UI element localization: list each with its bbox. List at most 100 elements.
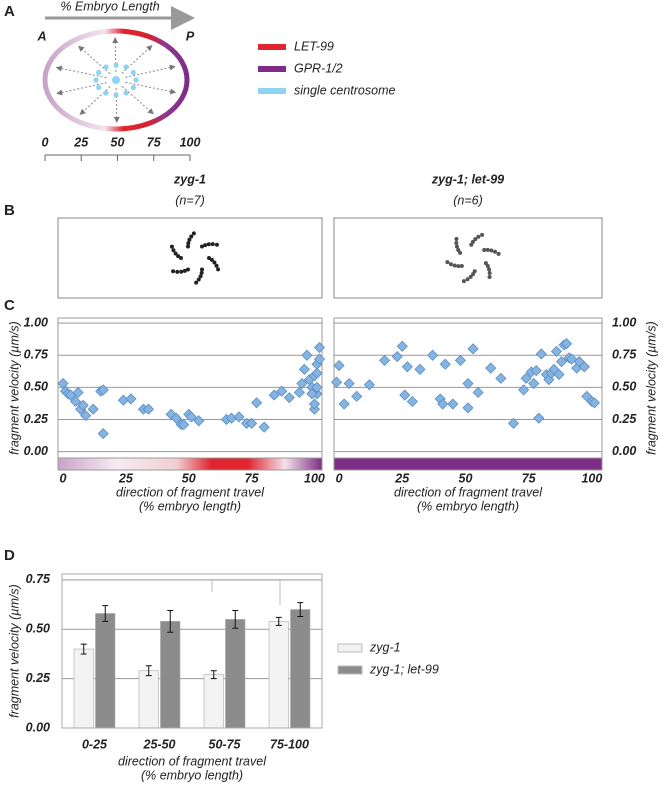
centrosome-fragment — [113, 62, 119, 68]
bar — [203, 674, 224, 729]
legend-label: single centrosome — [294, 83, 395, 97]
centrosome-fragment — [123, 64, 129, 70]
centrosome-fragment — [130, 84, 136, 91]
astral-ray — [125, 64, 176, 78]
data-point — [454, 354, 466, 366]
data-point — [276, 385, 288, 397]
centrosome-dot — [207, 256, 211, 260]
y-axis-label: fragment velocity (µm/s) — [7, 321, 21, 455]
centrosome-dot — [468, 274, 473, 279]
data-point — [406, 395, 418, 408]
x-tick-label: 50 — [459, 471, 473, 485]
centrosome-dot — [485, 264, 490, 269]
data-point — [520, 372, 532, 384]
data-point — [467, 343, 479, 355]
centrosome-fragment — [93, 77, 99, 83]
centrosome-dot — [176, 254, 181, 259]
panel-label: D — [4, 547, 15, 564]
astral-ray — [121, 44, 153, 74]
bar — [225, 619, 246, 729]
y-axis-label: fragment velocity (µm/s) — [7, 584, 21, 718]
error-bar — [297, 602, 304, 617]
bar — [290, 609, 311, 729]
centrosome-dot — [186, 241, 191, 246]
data-point — [363, 379, 375, 391]
legend-swatch — [258, 44, 286, 50]
centrosome-dot — [471, 272, 476, 277]
centrosome-dot — [187, 237, 192, 242]
y-tick-label: 1.00 — [24, 315, 48, 329]
data-point — [507, 417, 520, 429]
data-point — [437, 398, 449, 410]
x-tick-label: 100 — [581, 471, 602, 485]
data-point — [533, 412, 545, 424]
error-bar — [167, 610, 174, 633]
data-point — [578, 361, 590, 373]
data-point — [338, 398, 350, 410]
error-bar — [80, 643, 87, 655]
x-tick-label: 25 — [118, 471, 134, 485]
data-point — [251, 397, 263, 409]
data-point — [97, 384, 109, 396]
centrosome-dot — [459, 264, 464, 269]
data-point — [70, 395, 82, 408]
bar — [95, 613, 116, 729]
error-bar — [145, 665, 152, 677]
centrosome-dot — [483, 261, 488, 266]
centrosome-dot — [189, 234, 194, 239]
centrosome-dot — [445, 260, 450, 265]
data-point — [246, 417, 258, 429]
centrosome-dot — [487, 267, 492, 272]
data-point — [283, 392, 295, 404]
y-tick-label: 0.75 — [612, 348, 637, 362]
centrosome-dot — [448, 262, 453, 267]
data-point — [530, 365, 542, 377]
y-tick-label: 0.25 — [24, 412, 49, 426]
data-point — [293, 386, 305, 399]
panel-label: C — [4, 297, 15, 314]
astral-ray — [55, 65, 107, 79]
y-tick-label: 0.25 — [26, 671, 51, 685]
centrosome-fragment — [133, 77, 139, 83]
astral-ray — [56, 82, 107, 96]
x-axis-label: (% embryo length) — [141, 768, 243, 782]
legend-label: zyg-1 — [369, 640, 401, 654]
centrosome-dot — [496, 251, 501, 256]
data-point — [343, 377, 355, 390]
error-bar — [102, 605, 109, 622]
data-point — [462, 377, 474, 390]
centrosome-dot — [169, 244, 174, 249]
centrosome-dot — [196, 277, 201, 282]
error-bar — [232, 610, 239, 629]
y-tick-label: 0.75 — [26, 572, 51, 586]
data-point — [439, 358, 451, 370]
y-axis-label: fragment velocity (µm/s) — [644, 321, 658, 455]
centrosome-dot — [214, 263, 219, 268]
data-point — [391, 350, 403, 363]
data-point — [193, 415, 205, 427]
y-tick-label: 0.00 — [26, 720, 50, 734]
x-tick-label: 50 — [182, 471, 196, 485]
data-point — [311, 381, 323, 393]
centrosome-dot — [179, 256, 183, 260]
bar — [160, 621, 181, 729]
astral-ray — [79, 86, 111, 116]
data-point — [472, 386, 484, 399]
y-tick-label: 0.50 — [26, 622, 50, 636]
astral-ray — [78, 45, 111, 74]
data-point — [485, 362, 497, 374]
data-point — [185, 411, 197, 423]
y-tick-label: 0.50 — [24, 380, 48, 394]
centrosome-dot — [173, 251, 178, 256]
centrosome-dot — [209, 257, 214, 262]
centrosome-dot — [470, 239, 475, 244]
centrosome-dot — [454, 244, 459, 249]
centrosome-dot — [487, 275, 492, 280]
panel-label: A — [4, 3, 15, 20]
data-point — [528, 377, 540, 390]
centrosome-dot — [182, 268, 187, 273]
diagram-axis-title: % Embryo Length — [60, 0, 159, 13]
centrosome-dot — [186, 267, 190, 272]
y-tick-label: 0.00 — [612, 444, 636, 458]
data-point — [401, 361, 413, 373]
